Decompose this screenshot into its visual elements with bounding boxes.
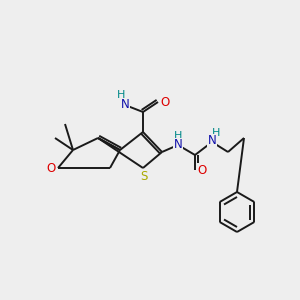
Text: H: H [212,128,220,138]
Text: O: O [46,161,56,175]
Text: N: N [174,139,182,152]
Text: N: N [208,134,216,148]
Text: S: S [140,169,148,182]
Text: N: N [121,98,129,112]
Text: H: H [174,131,182,141]
Text: O: O [160,95,169,109]
Text: H: H [117,90,125,100]
Text: O: O [197,164,207,176]
